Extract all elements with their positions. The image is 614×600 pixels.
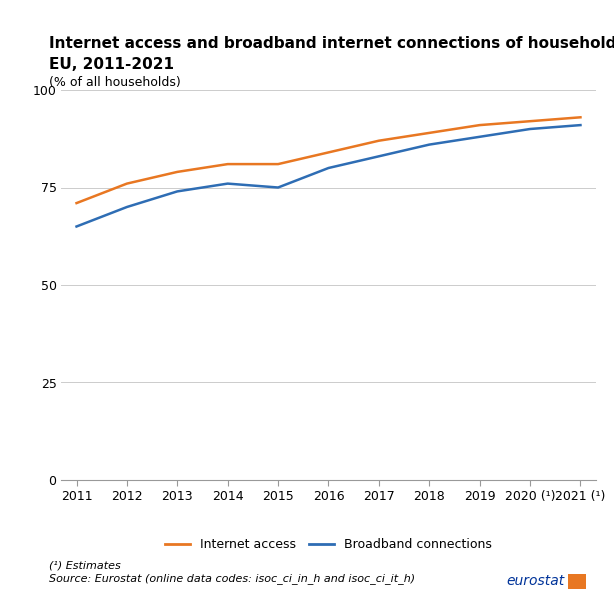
Text: eurostat: eurostat <box>507 574 565 588</box>
Text: (% of all households): (% of all households) <box>49 76 181 89</box>
Text: EU, 2011-2021: EU, 2011-2021 <box>49 57 174 72</box>
Legend: Internet access, Broadband connections: Internet access, Broadband connections <box>160 533 497 556</box>
Text: (¹) Estimates: (¹) Estimates <box>49 561 121 571</box>
Text: Internet access and broadband internet connections of households,: Internet access and broadband internet c… <box>49 36 614 51</box>
Text: Source: Eurostat (online data codes: isoc_ci_in_h and isoc_ci_it_h): Source: Eurostat (online data codes: iso… <box>49 573 415 584</box>
